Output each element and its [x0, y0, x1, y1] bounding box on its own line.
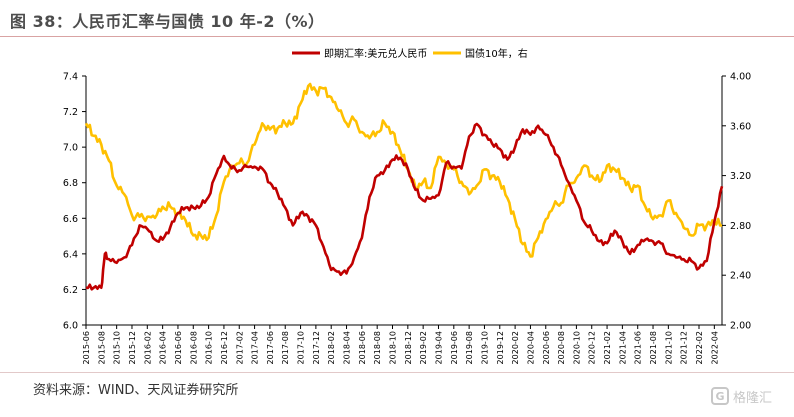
left-tick-label: 6.2 — [63, 285, 78, 296]
x-tick-label: 2020-04 — [526, 331, 535, 364]
x-tick-label: 2019-12 — [496, 331, 505, 364]
x-tick-label: 2016-10 — [205, 331, 214, 364]
chart-axes — [85, 76, 723, 326]
x-tick-label: 2017-12 — [312, 331, 321, 364]
x-tick-label: 2016-12 — [220, 331, 229, 364]
figure-title: 图 38：人民币汇率与国债 10 年-2（%） — [10, 12, 325, 31]
right-tick-label: 4.00 — [730, 72, 751, 83]
x-tick-label: 2019-04 — [434, 331, 443, 364]
x-tick-label: 2016-02 — [143, 331, 152, 364]
series-bond-10y — [84, 82, 723, 258]
x-axis-ticks: 2015-06 2015-08 2015-10 2015-12 2016-02 2016-… — [82, 325, 719, 364]
x-tick-label: 2021-04 — [618, 331, 627, 364]
x-tick-label: 2017-10 — [297, 331, 306, 364]
left-tick-label: 6.4 — [63, 249, 78, 260]
right-tick-label: 3.20 — [730, 171, 751, 182]
x-tick-label: 2016-04 — [159, 331, 168, 364]
watermark-logo: G — [711, 387, 729, 405]
x-tick-label: 2019-02 — [419, 331, 428, 364]
watermark-text: 格隆汇 — [733, 390, 773, 406]
x-tick-label: 2019-08 — [465, 331, 474, 364]
right-tick-label: 2.80 — [730, 221, 751, 232]
x-tick-label: 2015-08 — [97, 331, 106, 364]
x-tick-label: 2016-08 — [189, 331, 198, 364]
left-tick-label: 6.6 — [63, 214, 78, 225]
x-tick-label: 2021-02 — [603, 331, 612, 364]
legend-label-bond: 国债10年，右 — [465, 47, 528, 60]
left-axis-ticks: 6.0 6.2 6.4 6.6 6.8 7.0 7.2 7.4 — [63, 72, 86, 332]
title-divider — [0, 36, 794, 37]
left-tick-label: 7.4 — [63, 72, 78, 83]
right-tick-label: 2.40 — [730, 271, 751, 282]
x-tick-label: 2017-08 — [281, 331, 290, 364]
x-tick-label: 2019-10 — [480, 331, 489, 364]
source-note: 资料来源：WIND、天风证券研究所 — [33, 383, 239, 398]
series-usdcny — [85, 122, 724, 291]
x-tick-label: 2016-06 — [174, 331, 183, 364]
x-tick-label: 2021-12 — [680, 331, 689, 364]
right-tick-label: 3.60 — [730, 121, 751, 132]
x-tick-label: 2017-06 — [266, 331, 275, 364]
left-tick-label: 6.0 — [63, 321, 78, 332]
x-tick-label: 2020-12 — [588, 331, 597, 364]
x-tick-label: 2022-02 — [695, 331, 704, 364]
x-tick-label: 2018-04 — [343, 331, 352, 364]
x-tick-label: 2020-06 — [542, 331, 551, 364]
x-tick-label: 2019-06 — [450, 331, 459, 364]
x-tick-label: 2017-02 — [235, 331, 244, 364]
legend-label-fx: 即期汇率:美元兑人民币 — [324, 47, 427, 60]
right-axis-ticks: 2.00 2.40 2.80 3.20 3.60 4.00 — [722, 72, 751, 332]
left-tick-label: 7.2 — [63, 107, 78, 118]
x-tick-label: 2015-10 — [113, 331, 122, 364]
watermark: G 格隆汇 — [711, 383, 791, 409]
left-tick-label: 7.0 — [63, 143, 78, 154]
x-tick-label: 2021-08 — [649, 331, 658, 364]
x-tick-label: 2020-08 — [557, 331, 566, 364]
x-tick-label: 2021-10 — [664, 331, 673, 364]
x-tick-label: 2018-02 — [327, 331, 336, 364]
x-tick-label: 2015-12 — [128, 331, 137, 364]
x-tick-label: 2020-10 — [572, 331, 581, 364]
chart-legend: 即期汇率:美元兑人民币 国债10年，右 — [292, 47, 528, 60]
right-tick-label: 2.00 — [730, 321, 751, 332]
line-chart: 即期汇率:美元兑人民币 国债10年，右 6.0 6.2 6.4 6.6 6.8 7.0 7.… — [63, 47, 751, 364]
x-tick-label: 2015-06 — [82, 331, 91, 364]
series-line-fx — [85, 122, 724, 291]
x-tick-label: 2021-06 — [634, 331, 643, 364]
x-tick-label: 2018-12 — [404, 331, 413, 364]
x-tick-label: 2022-04 — [710, 331, 719, 364]
x-tick-label: 2018-06 — [358, 331, 367, 364]
x-tick-label: 2017-04 — [251, 331, 260, 364]
footer-divider — [0, 372, 794, 373]
x-tick-label: 2018-10 — [389, 331, 398, 364]
x-tick-label: 2018-08 — [373, 331, 382, 364]
series-line-bond — [84, 82, 723, 258]
left-tick-label: 6.8 — [63, 178, 78, 189]
x-tick-label: 2020-02 — [511, 331, 520, 364]
